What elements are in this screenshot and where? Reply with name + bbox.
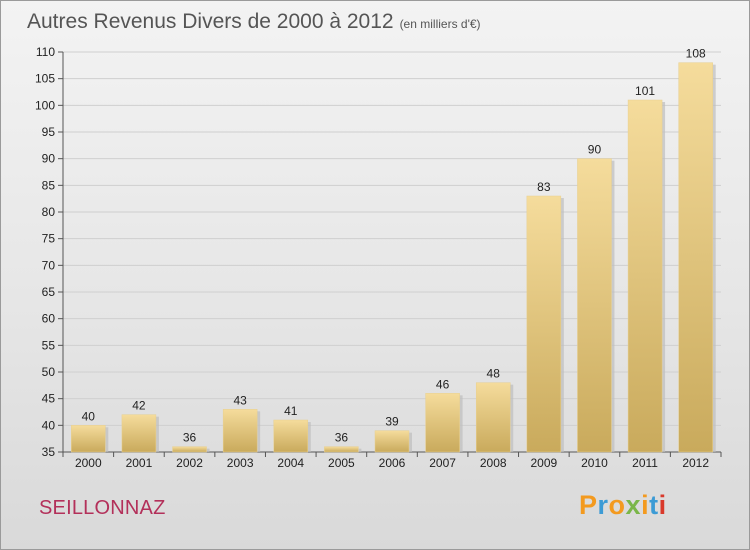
bar-value-label: 43: [233, 393, 247, 407]
bar-value-label: 36: [183, 431, 197, 445]
y-tick-label: 110: [36, 45, 55, 59]
bar-value-label: 41: [284, 404, 298, 418]
bar: [273, 419, 309, 453]
proxiti-logo[interactable]: Proxiti: [579, 490, 667, 521]
y-tick-label: 50: [42, 365, 56, 379]
x-tick-label: 2007: [429, 456, 456, 470]
logo-letter: r: [597, 490, 609, 520]
bar: [627, 99, 663, 453]
unit-label: (en milliers d'€): [399, 17, 481, 31]
logo-letter: o: [608, 490, 626, 520]
bar: [374, 430, 410, 453]
commune-name: SEILLONNAZ: [39, 497, 166, 519]
labels: 40 42 36 43 41 36 39 46 48 83 90 101 108: [82, 47, 706, 445]
bar: [475, 382, 511, 453]
bar-value-label: 36: [335, 431, 349, 445]
bar-value-label: 83: [537, 180, 551, 194]
bars: [71, 62, 716, 453]
grid-lines: [63, 51, 721, 453]
logo-letter: t: [649, 490, 659, 520]
bar: [526, 195, 562, 453]
bar-value-label: 39: [385, 415, 399, 429]
bar-value-label: 108: [686, 47, 706, 61]
chart-title: Autres Revenus Divers de 2000 à 2012 (en …: [27, 10, 481, 34]
x-tick-label: 2003: [227, 456, 254, 470]
bar: [71, 425, 106, 453]
logo-letter: i: [641, 490, 650, 520]
y-tick-label: 65: [42, 285, 56, 299]
y-tick-label: 85: [42, 178, 56, 192]
bar: [324, 446, 359, 453]
bar-value-label: 101: [635, 84, 655, 98]
axes: 35 40 45 50 55 60 65 70 75 80 85 90 95 100 105 110 2000 2…: [35, 45, 722, 470]
y-tick-label: 60: [42, 312, 56, 326]
y-tick-label: 80: [42, 205, 56, 219]
bar-value-label: 40: [82, 409, 96, 423]
bar-value-label: 42: [132, 399, 146, 413]
y-tick-label: 70: [42, 258, 56, 272]
x-tick-label: 2010: [581, 456, 608, 470]
y-tick-label: 100: [35, 98, 55, 112]
x-tick-label: 2006: [379, 456, 406, 470]
logo-letter: P: [579, 490, 598, 520]
y-tick-label: 90: [42, 152, 56, 166]
x-tick-label: 2004: [277, 456, 304, 470]
bar-value-label: 46: [436, 377, 450, 391]
bar: [222, 409, 258, 453]
title-text: Autres Revenus Divers de 2000 à 2012: [27, 10, 394, 33]
x-tick-label: 2008: [480, 456, 507, 470]
y-tick-label: 45: [42, 392, 56, 406]
bar: [425, 393, 460, 453]
y-tick-label: 40: [42, 418, 56, 432]
x-tick-label: 2011: [632, 456, 658, 470]
bar-value-label: 48: [487, 367, 501, 381]
logo-letter: i: [658, 490, 667, 520]
y-tick-label: 105: [35, 72, 55, 86]
bar-value-label: 90: [588, 143, 602, 157]
bar: [577, 158, 612, 453]
bar: [121, 414, 157, 453]
bar: [172, 446, 207, 453]
y-tick-label: 35: [42, 445, 56, 459]
y-tick-label: 55: [42, 338, 56, 352]
x-tick-label: 2002: [176, 456, 203, 470]
x-tick-label: 2009: [530, 456, 557, 470]
x-tick-label: 2001: [126, 456, 153, 470]
y-tick-label: 75: [42, 232, 56, 246]
x-tick-label: 2012: [682, 456, 709, 470]
y-tick-label: 95: [42, 125, 56, 139]
x-tick-label: 2005: [328, 456, 355, 470]
logo-letter: x: [625, 490, 642, 520]
x-tick-label: 2000: [75, 456, 102, 470]
bar: [678, 62, 713, 453]
